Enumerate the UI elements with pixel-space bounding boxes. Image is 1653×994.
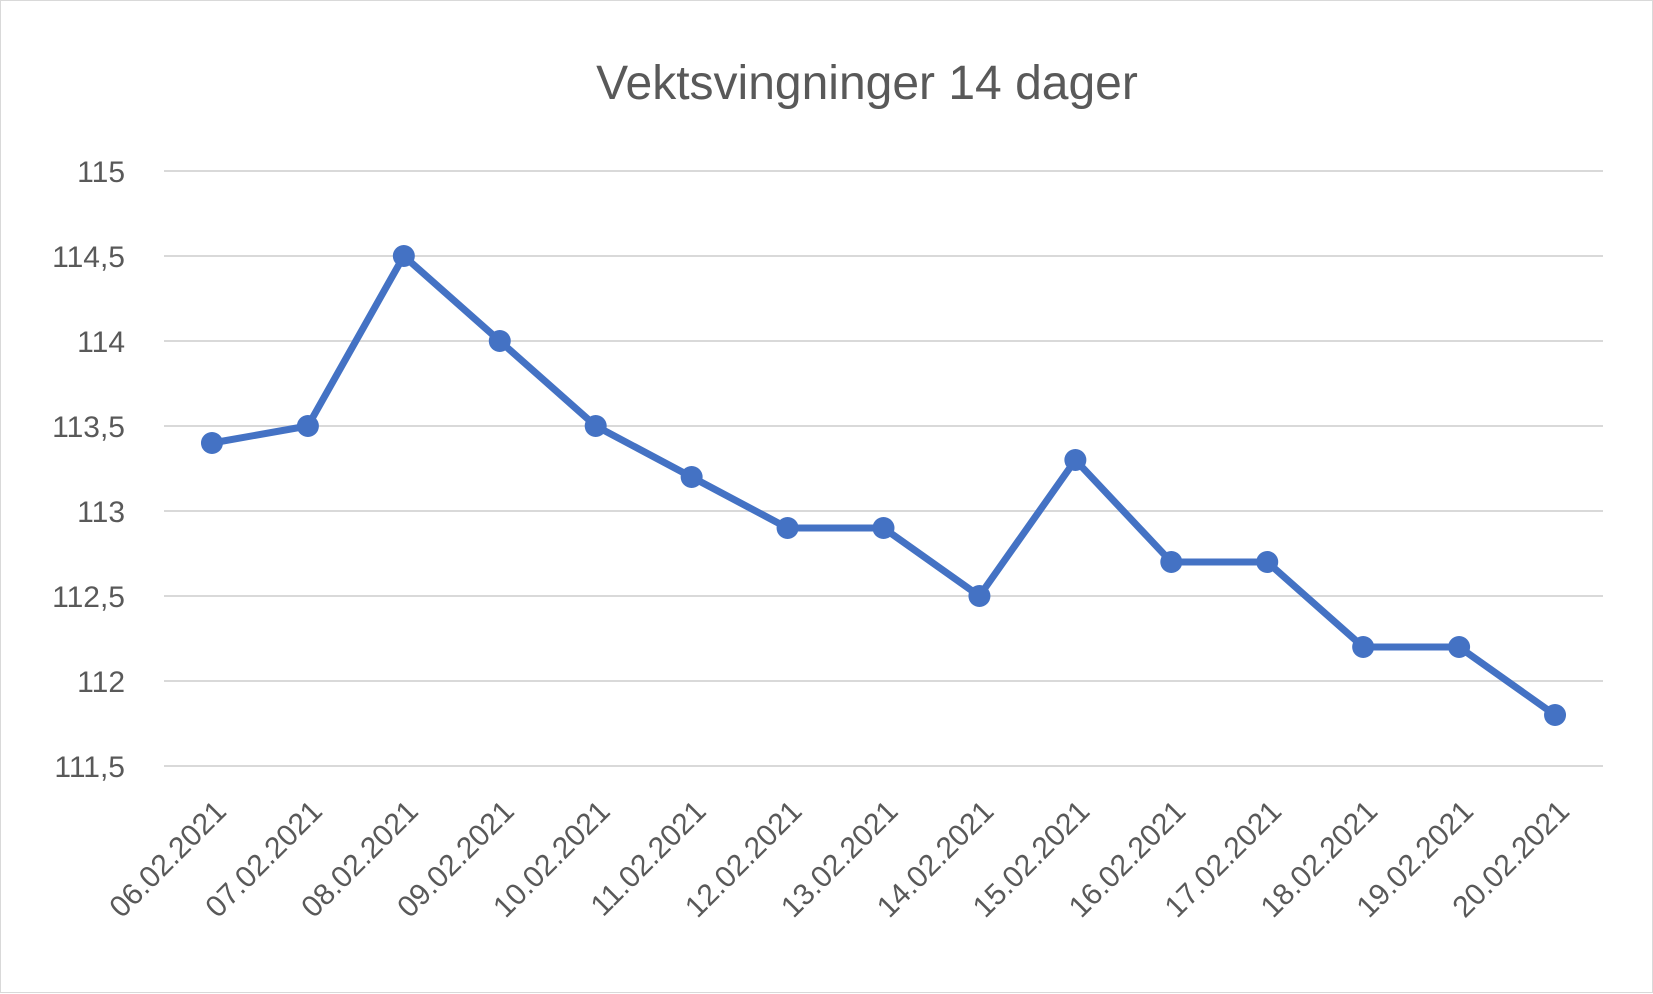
y-tick-label: 114,5: [52, 241, 125, 274]
y-tick-label: 112: [77, 666, 125, 699]
y-axis-ticks: 111,5 112 112,5 113 113,5 114 114,5 115: [52, 156, 125, 784]
y-tick-label: 115: [77, 156, 125, 189]
data-point: [1064, 449, 1087, 471]
y-tick-label: 113: [77, 496, 125, 529]
data-point: [392, 245, 415, 267]
data-point: [1448, 636, 1471, 658]
y-tick-label: 111,5: [54, 751, 125, 784]
data-point: [680, 466, 703, 488]
data-point: [776, 517, 799, 539]
y-tick-label: 114: [77, 326, 125, 359]
chart-title: Vektsvingninger 14 dager: [596, 57, 1138, 110]
data-point: [1544, 704, 1567, 726]
data-point: [968, 585, 991, 607]
data-point: [200, 432, 223, 454]
data-point: [584, 415, 607, 437]
y-tick-label: 112,5: [52, 581, 125, 614]
data-point: [1352, 636, 1375, 658]
data-point: [488, 330, 511, 352]
data-point: [1256, 551, 1279, 573]
gridlines: [164, 170, 1603, 767]
data-point: [296, 415, 319, 437]
data-point: [872, 517, 895, 539]
y-tick-label: 113,5: [52, 411, 125, 444]
x-axis-ticks: 06.02.202107.02.202108.02.202109.02.2021…: [103, 795, 1576, 925]
data-points: [200, 245, 1567, 726]
data-point: [1160, 551, 1183, 573]
